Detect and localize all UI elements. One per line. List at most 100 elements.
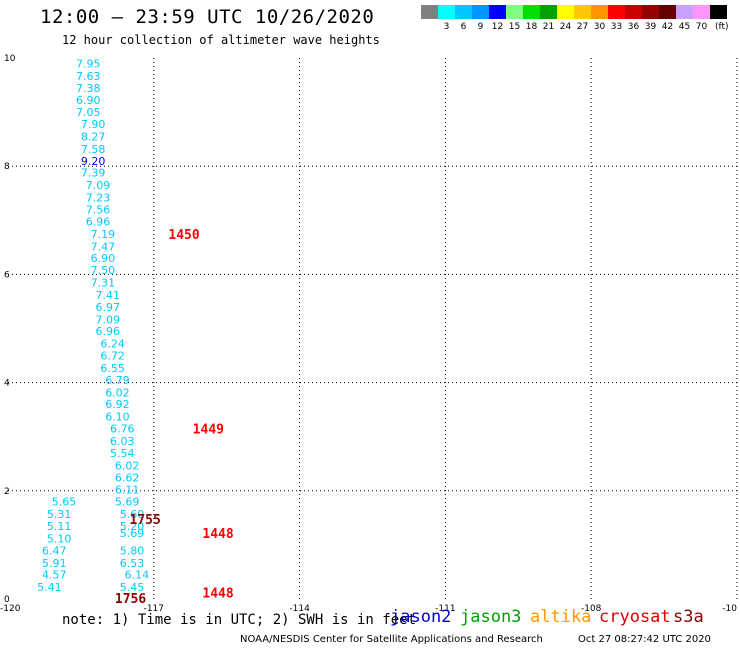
swh-label: 5.60 [120, 508, 145, 521]
legend-label: 15 [508, 22, 521, 32]
legend-swatch [625, 5, 642, 19]
x-tick-label: -108 [581, 604, 602, 612]
y-tick-label: 0 [4, 595, 10, 605]
legend-swatch [438, 5, 455, 19]
credit-line: NOAA/NESDIS Center for Satellite Applica… [240, 634, 543, 645]
legend-label: 21 [542, 22, 555, 32]
satellite-label-jason2: jason2 [390, 607, 452, 627]
swh-label: 7.63 [76, 70, 101, 83]
swh-label: 5.91 [42, 557, 67, 570]
satellite-label-s3a: s3a [673, 607, 704, 627]
x-tick-label: -117 [144, 604, 164, 612]
legend-swatch [591, 5, 608, 19]
legend-label: 3 [443, 22, 450, 32]
swh-label: 5.65 [52, 496, 77, 509]
time-label: 1448 [202, 527, 233, 542]
swh-label: 7.38 [76, 82, 101, 95]
y-tick-label: 6 [4, 270, 10, 280]
legend-label: 39 [644, 22, 657, 32]
x-tick-label: -111 [435, 604, 455, 612]
swh-label: 6.03 [110, 435, 135, 448]
swh-label: 5.45 [120, 581, 145, 594]
time-label: 1448 [202, 587, 233, 602]
swh-label: 6.90 [76, 94, 101, 107]
swh-label: 9.20 [81, 155, 106, 168]
y-tick-label: 4 [4, 379, 10, 389]
satellite-label-altika: altika [530, 607, 592, 627]
y-tick-label: 8 [4, 162, 10, 172]
swh-label: 7.31 [91, 277, 116, 290]
legend-label: 30 [593, 22, 606, 32]
page-title: 12:00 – 23:59 UTC 10/26/2020 [40, 6, 375, 28]
y-tick-label: 10 [4, 54, 16, 64]
swh-label: 6.90 [91, 252, 116, 265]
swh-label: 7.95 [76, 57, 101, 70]
legend-swatch [472, 5, 489, 19]
swh-label: 7.19 [91, 228, 116, 241]
swh-label: 5.41 [37, 581, 62, 594]
legend-label: 42 [661, 22, 674, 32]
legend-label: 70 [695, 22, 708, 32]
x-tick-label: -10 [722, 604, 737, 612]
swh-label: 6.24 [100, 338, 125, 351]
time-label: 1450 [168, 228, 199, 243]
legend-label: 27 [576, 22, 589, 32]
swh-label: 7.05 [76, 106, 101, 119]
swh-label: 5.10 [47, 532, 72, 545]
swh-label: 8.27 [81, 130, 106, 143]
swh-label: 4.57 [42, 569, 67, 582]
swh-label: 5.80 [120, 544, 145, 557]
y-tick-label: 2 [4, 487, 10, 497]
swh-label: 6.53 [120, 557, 145, 570]
legend-unit: (ft) [715, 22, 729, 32]
legend-swatch [710, 5, 727, 19]
satellite-label-cryosat: cryosat [599, 607, 671, 627]
legend-label: 36 [627, 22, 640, 32]
swh-label: 7.50 [91, 264, 116, 277]
legend-label: 12 [491, 22, 504, 32]
swh-label: 5.69 [115, 496, 140, 509]
swh-label: 7.90 [81, 118, 106, 131]
satellite-label-jason3: jason3 [460, 607, 522, 627]
x-tick-label: -120 [0, 604, 21, 612]
swh-label: 6.47 [42, 544, 67, 557]
swh-label: 6.10 [105, 411, 130, 424]
swh-label: 7.58 [81, 143, 106, 156]
swh-label: 7.39 [81, 167, 106, 180]
legend-swatch [676, 5, 693, 19]
swh-label: 6.97 [95, 301, 120, 314]
legend-label: 9 [477, 22, 484, 32]
swh-label: 6.76 [110, 423, 135, 436]
swh-label: 7.09 [95, 313, 120, 326]
legend-label: 33 [610, 22, 623, 32]
swh-label: 6.55 [100, 362, 125, 375]
swh-label: 6.96 [95, 325, 120, 338]
legend-label: 6 [460, 22, 467, 32]
legend-swatch [421, 5, 438, 19]
legend-swatch [455, 5, 472, 19]
x-tick-label: -114 [289, 604, 310, 612]
time-label: 1756 [115, 592, 146, 607]
legend-swatch [489, 5, 506, 19]
swh-label: 6.62 [115, 471, 140, 484]
swh-label: 5.20 [120, 520, 145, 533]
swh-label: 6.11 [115, 484, 140, 497]
legend-swatch [557, 5, 574, 19]
time-label: 1755 [130, 513, 161, 528]
swh-label: 7.47 [91, 240, 116, 253]
legend-label: 18 [525, 22, 538, 32]
swh-label: 6.14 [125, 569, 150, 582]
page-subtitle: 12 hour collection of altimeter wave hei… [62, 33, 380, 47]
legend-swatch [659, 5, 676, 19]
swh-label: 7.23 [86, 192, 111, 205]
legend-swatch [608, 5, 625, 19]
swh-label: 6.72 [100, 350, 125, 363]
legend-swatch [642, 5, 659, 19]
swh-label: 5.69 [120, 527, 145, 540]
legend-label: 45 [678, 22, 691, 32]
generated-timestamp: Oct 27 08:27:42 UTC 2020 [578, 634, 711, 645]
swh-label: 6.02 [115, 459, 140, 472]
footer-note: note: 1) Time is in UTC; 2) SWH is in fe… [62, 612, 417, 628]
swh-label: 7.41 [95, 289, 120, 302]
